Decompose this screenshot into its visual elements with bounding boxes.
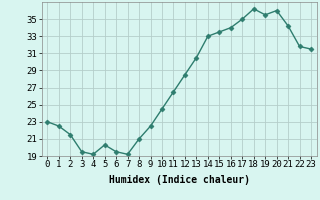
X-axis label: Humidex (Indice chaleur): Humidex (Indice chaleur) xyxy=(109,175,250,185)
